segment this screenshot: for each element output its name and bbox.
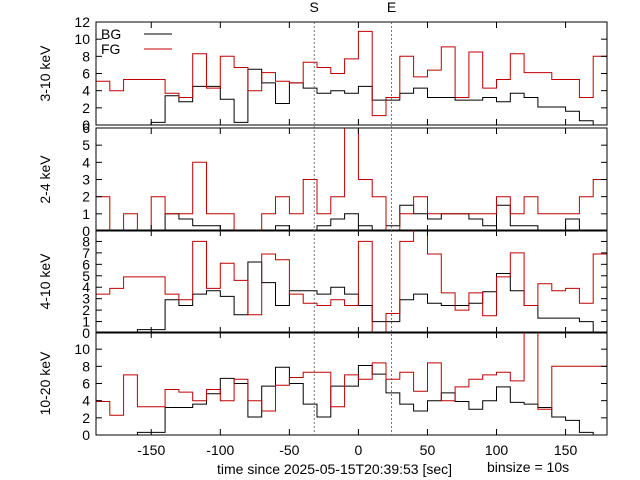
y-tick-label: 10 <box>74 31 90 47</box>
y-tick-label: 0 <box>82 325 90 341</box>
y-tick-label: 8 <box>82 233 90 249</box>
series-bg-panel-1 <box>96 68 607 126</box>
panel-frame-4 <box>95 331 608 436</box>
y-tick-label: 0 <box>82 223 90 239</box>
legend-label-bg: BG <box>101 26 121 42</box>
series-fg-panel-3 <box>96 229 607 334</box>
y-tick-label: 10 <box>74 341 90 357</box>
x-tick-label: 50 <box>420 442 436 458</box>
marker-label-e: E <box>387 0 396 15</box>
y-tick-label: 3 <box>82 291 90 307</box>
x-tick-labels: -150 -100 -50 0 50 100 150 <box>137 442 577 458</box>
y-tick-label: 4 <box>82 279 90 295</box>
x-tick-label: -50 <box>279 442 299 458</box>
y-tick-label: 4 <box>82 83 90 99</box>
y-tick-label: 12 <box>74 14 90 30</box>
panel-frame-2 <box>95 127 608 232</box>
y-tick-label: 1 <box>82 314 90 330</box>
y-tick-label: 5 <box>82 268 90 284</box>
y-tick-label: 8 <box>82 358 90 374</box>
series-fg-panel-2 <box>96 127 607 232</box>
series-bg-panel-4 <box>96 365 607 436</box>
y-tick-label: 6 <box>82 376 90 392</box>
x-tick-label: -150 <box>137 442 165 458</box>
y-tick-label: 0 <box>82 117 90 133</box>
y-tick-label: 4 <box>82 393 90 409</box>
y-tick-label: 6 <box>82 120 90 136</box>
y-axis-label: 3-10 keV <box>37 45 53 102</box>
x-tick-label: 100 <box>485 442 509 458</box>
y-tick-label: 6 <box>82 66 90 82</box>
y-tick-label: 0 <box>82 427 90 443</box>
y-axis-label: 10-20 keV <box>37 351 53 415</box>
y-tick-label: 2 <box>82 410 90 426</box>
binsize-note: binsize = 10s <box>487 459 569 475</box>
legend-label-fg: FG <box>101 41 120 57</box>
x-tick-label: -100 <box>206 442 234 458</box>
series-bg-panel-2 <box>96 204 607 232</box>
panel-frame-3 <box>95 229 608 334</box>
y-tick-label: 2 <box>82 100 90 116</box>
legend: BG FG <box>101 26 172 57</box>
y-tick-label: 5 <box>82 137 90 153</box>
x-tick-label: 0 <box>355 442 363 458</box>
y-axis-label: 2-4 keV <box>37 155 53 204</box>
y-tick-label: 4 <box>82 154 90 170</box>
series-fg-panel-1 <box>96 30 607 117</box>
y-tick-label: 7 <box>82 245 90 261</box>
y-tick-label: 1 <box>82 206 90 222</box>
series-bg-panel-3 <box>96 261 607 334</box>
y-tick-label: 3 <box>82 172 90 188</box>
marker-label-s: S <box>310 0 319 15</box>
series-fg-panel-4 <box>96 331 607 416</box>
y-tick-label: 6 <box>82 256 90 272</box>
y-axis-label: 4-10 keV <box>37 253 53 310</box>
y-tick-label: 2 <box>82 302 90 318</box>
x-tick-label: 150 <box>554 442 578 458</box>
x-axis-label: time since 2025-05-15T20:39:53 [sec] <box>217 461 452 477</box>
panel-frame-1 <box>95 21 608 126</box>
y-tick-label: 2 <box>82 189 90 205</box>
y-tick-label: 8 <box>82 48 90 64</box>
